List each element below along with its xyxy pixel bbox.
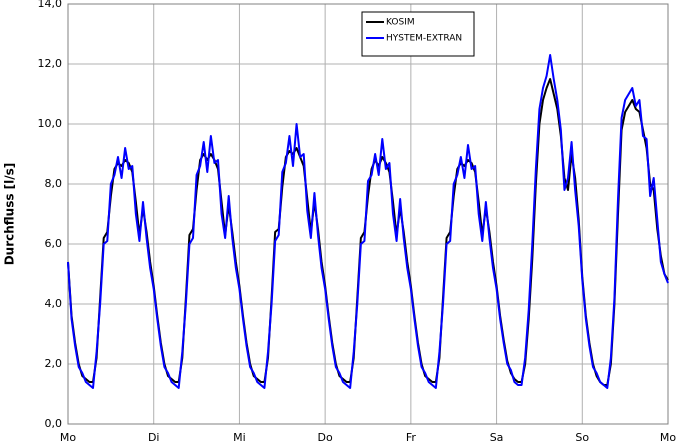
y-tick-label: 10,0 [38,117,63,130]
x-tick-label: So [575,431,589,444]
plot-border [67,3,669,425]
y-axis-label: Durchfluss [l/s] [3,163,17,266]
legend-label: KOSIM [386,18,415,28]
x-tick-label: Sa [490,431,504,444]
y-tick-label: 6,0 [45,237,63,250]
x-tick-label: Di [148,431,160,444]
y-tick-label: 8,0 [45,177,63,190]
y-tick-label: 12,0 [38,57,63,70]
legend-box [361,11,475,57]
y-tick-label: 2,0 [45,357,63,370]
x-tick-label: Mo [60,431,76,444]
legend-label: HYSTEM-EXTRAN [386,34,462,44]
y-tick-label: 4,0 [45,297,63,310]
x-tick-label: Mo [660,431,676,444]
x-tick-label: Mi [233,431,246,444]
series-line [67,54,669,389]
x-tick-label: Do [318,431,333,444]
y-tick-label: 14,0 [38,0,63,10]
y-tick-label: 0,0 [45,417,63,430]
legend: KOSIM HYSTEM-EXTRAN [361,11,475,57]
x-tick-label: Fr [406,431,417,444]
plot-area [68,4,668,424]
